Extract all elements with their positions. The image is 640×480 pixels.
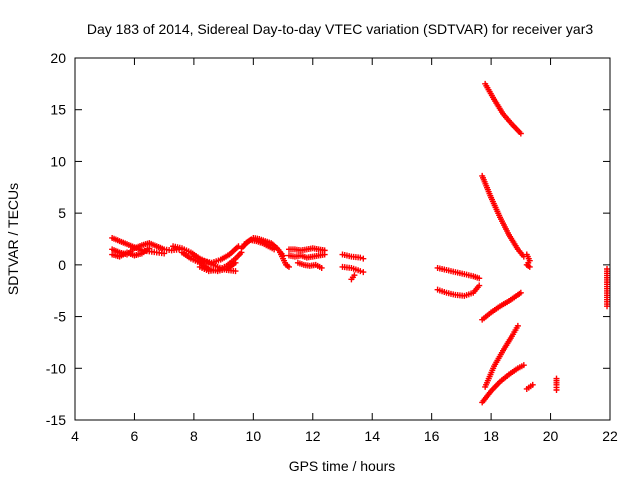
data-point-plus <box>517 130 524 137</box>
data-point-plus <box>357 254 364 261</box>
data-point-plus <box>271 246 278 253</box>
y-axis-label: SDTVAR / TECUs <box>5 183 21 295</box>
y-tick-label: 0 <box>58 257 66 273</box>
x-tick-label: 22 <box>602 428 618 444</box>
y-tick-label: -15 <box>46 412 66 428</box>
y-tick-label: 20 <box>50 50 66 66</box>
data-point-plus <box>348 276 355 283</box>
data-point-plus <box>318 264 325 271</box>
data-point-plus <box>520 362 527 369</box>
plot-frame <box>74 57 611 421</box>
data-point-plus <box>360 255 367 262</box>
x-tick-label: 6 <box>131 428 139 444</box>
chart-title: Day 183 of 2014, Sidereal Day-to-day VTE… <box>87 21 593 37</box>
x-tick-label: 14 <box>364 428 380 444</box>
x-tick-label: 20 <box>543 428 559 444</box>
y-tick-label: 10 <box>50 153 66 169</box>
data-point-plus <box>357 268 364 275</box>
data-point-plus <box>476 275 483 282</box>
data-point-plus <box>161 250 168 257</box>
x-tick-label: 10 <box>246 428 262 444</box>
x-tick-label: 16 <box>424 428 440 444</box>
x-axis-label: GPS time / hours <box>289 458 396 474</box>
x-tick-label: 12 <box>305 428 321 444</box>
x-axis-ticks: 4 6 8 10 12 14 16 18 20 22 <box>71 58 618 444</box>
data-point-plus <box>529 381 536 388</box>
data-point-plus <box>526 263 533 270</box>
data-point-plus <box>517 289 524 296</box>
data-point-plus <box>146 245 153 252</box>
y-tick-label: 15 <box>50 102 66 118</box>
data-point-plus <box>604 303 611 310</box>
data-point-plus <box>476 282 483 289</box>
y-tick-label: -10 <box>46 360 66 376</box>
x-tick-label: 8 <box>190 428 198 444</box>
data-point-plus <box>286 263 292 270</box>
data-point-plus <box>553 387 560 394</box>
x-tick-label: 18 <box>483 428 499 444</box>
data-point-plus <box>321 251 328 258</box>
data-point-plus <box>232 268 239 275</box>
x-tick-label: 4 <box>71 428 79 444</box>
data-point-plus <box>360 269 367 276</box>
data-points <box>109 80 611 406</box>
y-tick-label: -5 <box>54 309 67 325</box>
y-axis-ticks: 20 15 10 5 0 -5 -10 -15 <box>46 50 610 428</box>
data-point-plus <box>514 322 521 329</box>
y-tick-label: 5 <box>58 205 66 221</box>
